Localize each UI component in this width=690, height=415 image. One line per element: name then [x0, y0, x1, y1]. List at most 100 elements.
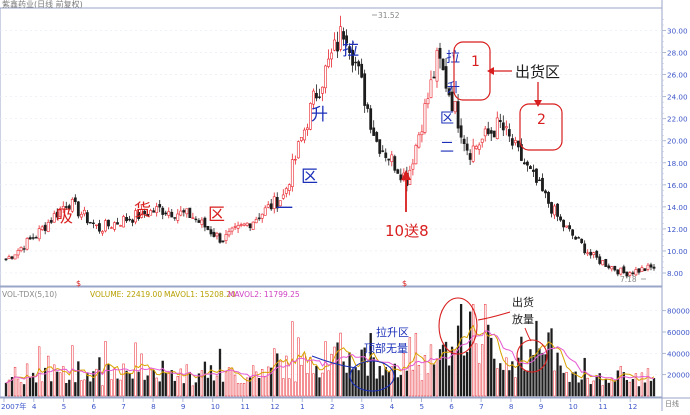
volume-bar	[10, 377, 14, 397]
volume-bar	[270, 367, 273, 397]
candle-body	[604, 259, 608, 267]
candle-body	[146, 214, 150, 217]
time-tick-label: 2007年	[1, 402, 26, 411]
candle-body	[167, 211, 171, 216]
volume-bar	[441, 344, 445, 397]
volume-bar	[255, 371, 258, 397]
candle-body	[158, 204, 162, 208]
candle-body	[616, 269, 620, 275]
volume-bar	[149, 367, 152, 397]
candle-body	[489, 130, 493, 134]
volume-bar	[405, 370, 409, 397]
volume-bar	[568, 381, 571, 397]
candle-body	[541, 177, 544, 192]
volume-bar	[357, 370, 360, 397]
candle-body	[363, 73, 367, 106]
volume-tick-label: 20000	[667, 371, 690, 380]
volume-bar	[25, 363, 29, 397]
volume-bar	[342, 361, 345, 397]
candle-body	[221, 240, 225, 243]
volume-bar	[245, 377, 249, 397]
candle-body	[643, 268, 647, 271]
candle-body	[538, 179, 541, 182]
volume-bar	[65, 383, 68, 397]
volume-bar	[336, 342, 339, 397]
candle-body	[13, 254, 17, 260]
volume-bar	[131, 378, 134, 397]
volume-bar	[577, 382, 580, 397]
candle-body	[522, 162, 526, 165]
volume-bar	[315, 366, 318, 397]
volume-bar	[191, 385, 195, 397]
price-high-label: 31.52	[378, 11, 400, 20]
volume-bar	[598, 373, 601, 397]
candle-body	[507, 129, 511, 137]
daily-tag: 日线	[665, 399, 679, 408]
price-tick-label: 28.00	[667, 49, 688, 58]
volume-bar	[224, 371, 228, 397]
candle-body	[200, 219, 204, 225]
volume-bar	[478, 363, 481, 397]
time-tick-label: 6	[449, 402, 454, 411]
time-tick-label: 9	[181, 402, 186, 411]
candle-body	[318, 96, 321, 98]
candle-body	[456, 101, 460, 129]
candle-body	[438, 47, 442, 59]
volume-bar	[363, 347, 366, 397]
candle-body	[254, 219, 258, 224]
candle-body	[287, 184, 291, 191]
candle-body	[137, 212, 141, 219]
candle-body	[390, 154, 394, 162]
candle-body	[155, 206, 159, 213]
candle-body	[565, 225, 568, 228]
volume-bar	[185, 364, 188, 397]
candle-body	[652, 266, 656, 269]
candle-body	[450, 91, 454, 111]
volume-out-circle-2	[516, 339, 548, 373]
volume-bar	[59, 372, 62, 397]
volume-bar	[387, 371, 390, 397]
candle-body	[465, 143, 469, 151]
candle-body	[532, 169, 535, 172]
candle-body	[296, 141, 300, 159]
volume-bar	[453, 349, 457, 397]
candle-body	[182, 210, 186, 213]
volume-bar	[242, 383, 246, 397]
price-axis: 30.00 28.00 26.00 24.00 22.00 20.00 18.00 16.00…	[662, 19, 688, 278]
candle-body	[453, 101, 457, 113]
volume-bar	[426, 373, 430, 397]
candle-body	[607, 265, 611, 269]
candle-body	[7, 256, 11, 259]
indicator-volume: VOLUME: 22419.00	[90, 290, 162, 299]
volume-tick-label: 60000	[667, 328, 690, 337]
volume-bar	[236, 383, 240, 397]
candle-body	[634, 269, 638, 276]
price-low-label: 7.18	[620, 275, 637, 284]
candle-body	[589, 251, 593, 256]
candle-body	[309, 103, 312, 130]
volume-bar	[41, 381, 44, 397]
distribution-zone-label: 出货区	[515, 63, 560, 81]
candle-body	[19, 247, 23, 252]
volume-bar	[411, 369, 415, 397]
candle-body	[272, 196, 276, 209]
volume-bar	[68, 379, 71, 397]
candle-body	[435, 50, 439, 82]
candle-body	[610, 266, 614, 270]
candle-body	[568, 225, 572, 230]
volume-bar	[529, 349, 532, 397]
volume-out-circle-1	[438, 297, 478, 355]
volume-bar	[197, 373, 201, 397]
volume-bar	[56, 371, 59, 397]
volume-bar	[447, 365, 451, 397]
candle-body	[447, 88, 451, 96]
volume-bars	[4, 304, 656, 397]
volume-bar	[652, 378, 656, 397]
candle-body	[592, 252, 596, 255]
zone-1-label: 1	[471, 54, 480, 70]
candle-body	[366, 104, 370, 109]
candle-body	[131, 219, 134, 223]
volume-bar	[239, 383, 243, 397]
